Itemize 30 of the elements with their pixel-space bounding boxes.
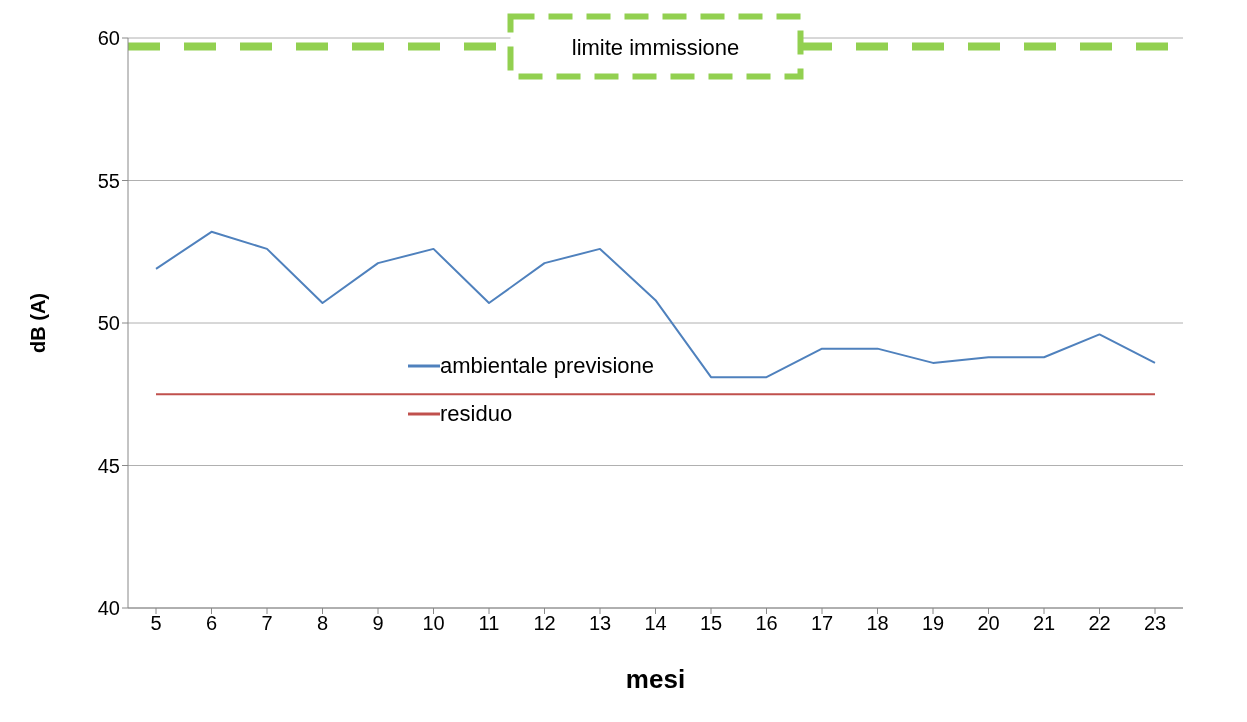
legend-label: ambientale previsione — [440, 353, 655, 379]
x-tick-label: 18 — [866, 612, 889, 635]
x-axis-title: mesi — [625, 664, 686, 694]
x-tick-label: 7 — [261, 612, 273, 635]
y-tick-label: 60 — [97, 27, 120, 50]
ref-line-label: limite immissione — [571, 34, 740, 60]
x-tick-label: 23 — [1143, 612, 1167, 635]
y-tick-label: 40 — [97, 597, 120, 620]
y-tick-label: 55 — [97, 169, 120, 192]
x-tick-label: 22 — [1088, 612, 1111, 635]
x-tick-label: 10 — [422, 612, 445, 635]
y-tick-label: 50 — [97, 312, 120, 335]
x-tick-label: 14 — [644, 612, 667, 635]
x-tick-label: 13 — [588, 612, 612, 635]
x-tick-label: 6 — [205, 612, 218, 635]
x-tick-label: 19 — [921, 612, 945, 635]
x-tick-label: 16 — [755, 612, 778, 635]
legend-label: residuo — [440, 401, 513, 427]
line-series — [155, 230, 1156, 379]
x-tick-label: 17 — [810, 612, 834, 635]
y-axis-title: dB (A) — [27, 293, 50, 353]
x-tick-label: 11 — [478, 612, 500, 635]
x-tick-label: 8 — [316, 612, 329, 635]
x-tick-label: 15 — [699, 612, 723, 635]
x-tick-label: 12 — [533, 612, 556, 635]
x-tick-label: 5 — [150, 612, 162, 635]
x-tick-label: 20 — [977, 612, 1000, 635]
x-tick-label: 21 — [1032, 612, 1056, 635]
y-tick-label: 45 — [97, 454, 120, 477]
x-tick-label: 9 — [372, 612, 384, 635]
